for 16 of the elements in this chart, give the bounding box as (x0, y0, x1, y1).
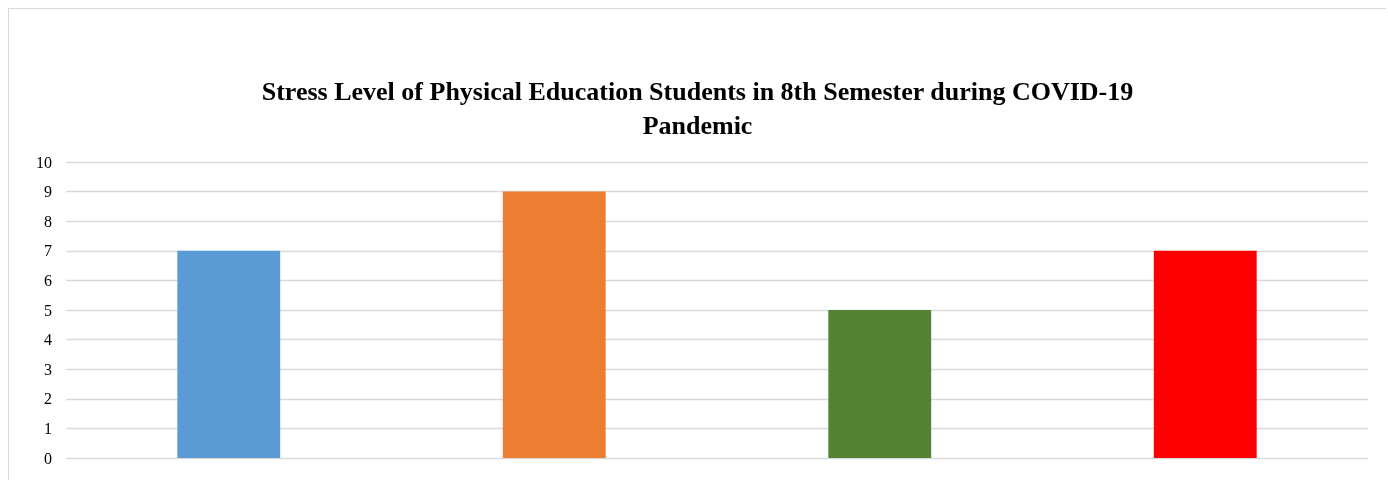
y-tick-label: 7 (44, 242, 52, 260)
y-tick-label: 8 (44, 212, 52, 230)
y-tick-label: 3 (44, 360, 52, 378)
chart-title: Stress Level of Physical Education Students in 8th Semester during COVID-19 Pandemic (261, 76, 1134, 140)
bar (828, 310, 932, 458)
y-tick-label: 9 (44, 183, 52, 201)
y-tick-label: 6 (44, 271, 52, 289)
y-tick-label: 10 (36, 153, 52, 171)
y-tick-label: 1 (44, 419, 52, 437)
y-tick-label: 5 (44, 301, 52, 319)
bar (177, 250, 281, 458)
bar (1153, 250, 1257, 458)
y-tick-label: 4 (44, 331, 52, 349)
y-tick-label: 2 (44, 390, 52, 408)
y-tick-label: 0 (44, 449, 52, 467)
bar (502, 191, 606, 458)
